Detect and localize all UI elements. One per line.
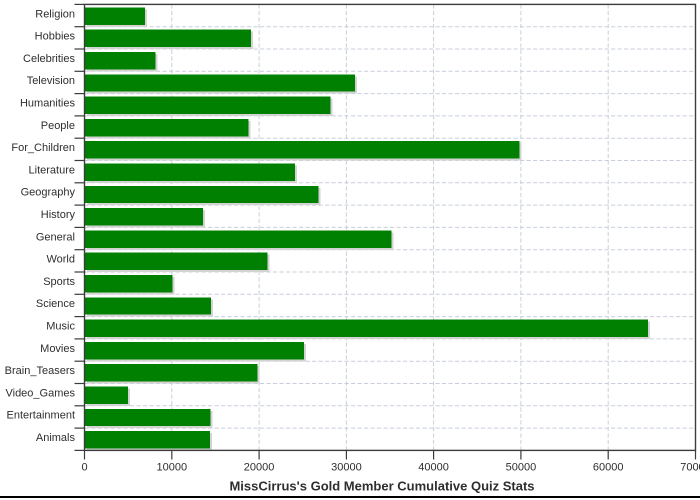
svg-text:Movies: Movies — [40, 343, 75, 355]
svg-text:Music: Music — [46, 321, 75, 333]
svg-text:Hobbies: Hobbies — [35, 31, 76, 43]
svg-text:20000: 20000 — [244, 462, 275, 474]
svg-text:Science: Science — [36, 298, 75, 310]
svg-text:10000: 10000 — [157, 462, 188, 474]
svg-text:30000: 30000 — [331, 462, 362, 474]
svg-text:50000: 50000 — [506, 462, 537, 474]
svg-text:People: People — [41, 120, 75, 132]
svg-text:0: 0 — [81, 462, 87, 474]
svg-text:World: World — [46, 254, 75, 266]
svg-text:Sports: Sports — [43, 276, 75, 288]
svg-text:MissCirrus's Gold Member Cumul: MissCirrus's Gold Member Cumulative Quiz… — [229, 478, 534, 493]
svg-text:History: History — [41, 209, 76, 221]
svg-text:Video_Games: Video_Games — [5, 387, 75, 399]
svg-text:General: General — [36, 231, 75, 243]
svg-text:Religion: Religion — [35, 8, 75, 20]
svg-text:70000: 70000 — [680, 462, 700, 474]
svg-text:Brain_Teasers: Brain_Teasers — [5, 365, 76, 377]
svg-text:Literature: Literature — [29, 164, 75, 176]
svg-text:60000: 60000 — [593, 462, 624, 474]
svg-text:Celebrities: Celebrities — [23, 53, 75, 65]
svg-text:40000: 40000 — [418, 462, 449, 474]
svg-text:Television: Television — [27, 75, 75, 87]
svg-text:Entertainment: Entertainment — [7, 410, 75, 422]
svg-text:Humanities: Humanities — [20, 98, 76, 110]
svg-text:Geography: Geography — [21, 187, 76, 199]
svg-text:Animals: Animals — [36, 432, 76, 444]
svg-text:For_Children: For_Children — [11, 142, 75, 154]
